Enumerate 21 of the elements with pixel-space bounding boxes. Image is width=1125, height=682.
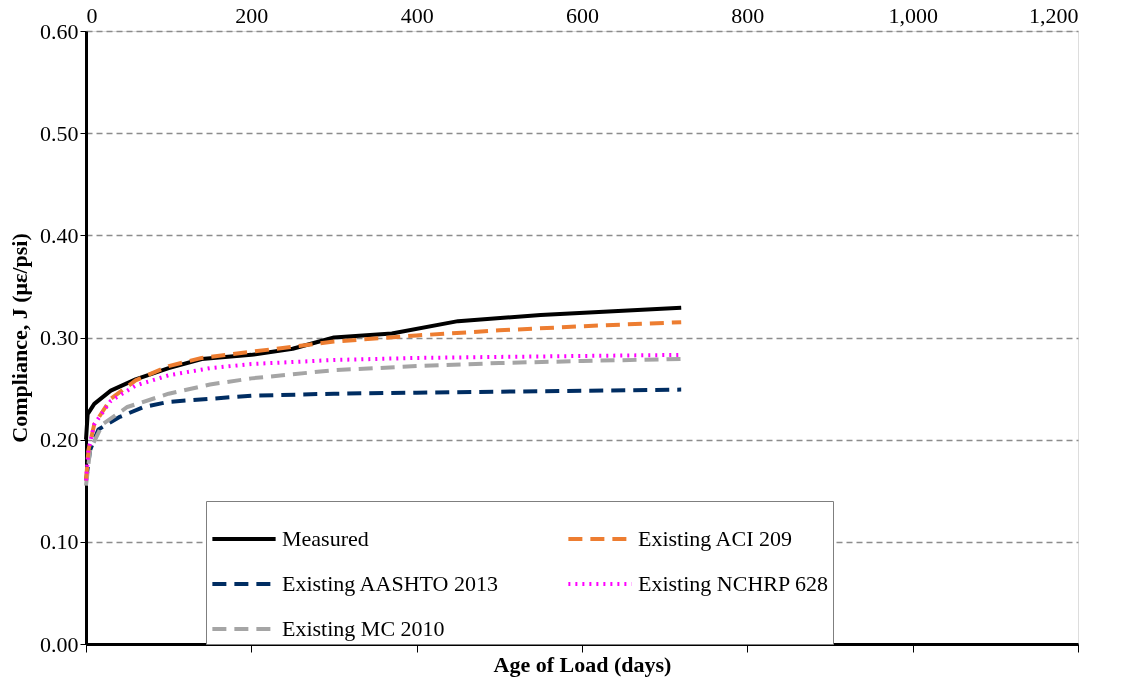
x-tick-label: 200 xyxy=(235,2,269,28)
y-tick-label: 0.10 xyxy=(40,529,79,555)
x-axis-title: Age of Load (days) xyxy=(493,652,672,677)
y-tick-label: 0.50 xyxy=(40,120,79,146)
y-axis-title: Compliance, J (με/psi) xyxy=(7,233,32,443)
legend-label: Existing ACI 209 xyxy=(638,526,793,551)
x-tick-label: 400 xyxy=(400,2,434,28)
x-tick-label: 1,000 xyxy=(888,2,938,28)
y-tick-label: 0.00 xyxy=(40,631,79,657)
legend-label: Existing AASHTO 2013 xyxy=(282,571,498,596)
x-tick-label: 800 xyxy=(731,2,765,28)
y-tick-label: 0.30 xyxy=(40,325,79,350)
legend-label: Existing MC 2010 xyxy=(282,616,445,641)
y-tick-label: 0.60 xyxy=(40,18,79,44)
x-tick-label: 1,200 xyxy=(1029,2,1079,28)
legend-label: Measured xyxy=(282,526,369,551)
legend-label: Existing NCHRP 628 xyxy=(638,571,828,596)
y-tick-label: 0.40 xyxy=(40,222,79,248)
x-tick-label: 0 xyxy=(86,2,98,28)
x-tick-label: 600 xyxy=(566,2,599,28)
y-tick-label: 0.20 xyxy=(40,427,79,453)
